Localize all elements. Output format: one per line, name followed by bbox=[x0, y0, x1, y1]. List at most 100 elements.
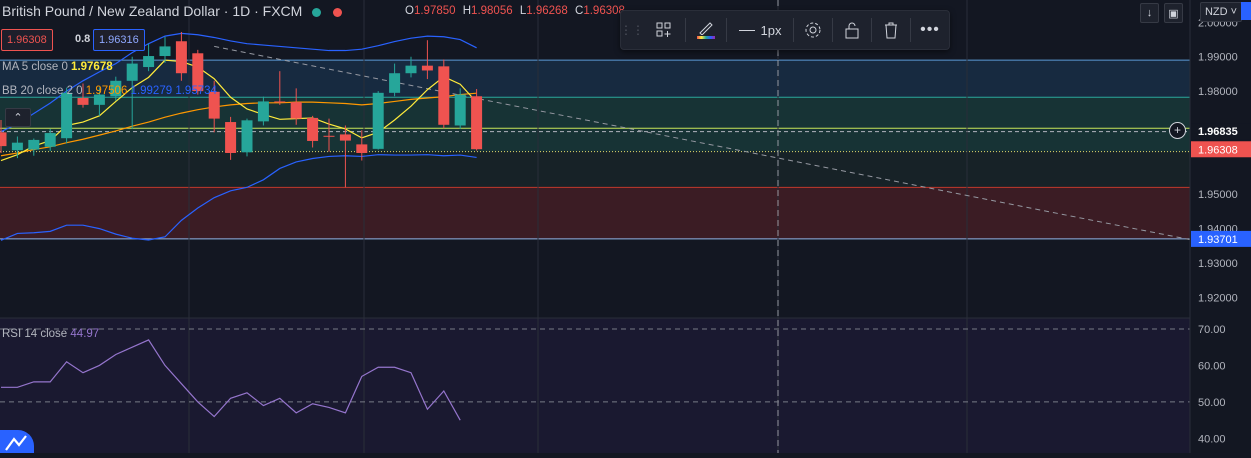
candle-body[interactable] bbox=[208, 91, 220, 119]
candle-body[interactable] bbox=[421, 65, 433, 71]
currency-selector[interactable]: NZD ˅ bbox=[1200, 2, 1242, 22]
toolbar-separator bbox=[832, 18, 833, 42]
ohlc-readout: O1.97850 H1.98056 L1.96268 C1.96308 bbox=[405, 5, 629, 17]
bb-basis-line bbox=[0, 92, 477, 157]
candle-body[interactable] bbox=[290, 102, 302, 119]
high-value: 1.98056 bbox=[471, 5, 513, 17]
price-tick-label: 1.99000 bbox=[1198, 52, 1238, 64]
line-style-icon bbox=[738, 29, 755, 31]
bb-lower-line bbox=[0, 154, 477, 241]
unlock-icon[interactable] bbox=[833, 11, 871, 49]
rsi-tick-label: 40.00 bbox=[1198, 433, 1226, 445]
bb-basis-value: 1.97506 bbox=[85, 85, 128, 97]
candle-body[interactable] bbox=[77, 97, 89, 105]
drawing-toolbar[interactable]: ⋮⋮ 1px ••• bbox=[620, 10, 950, 50]
candle-body[interactable] bbox=[339, 134, 351, 141]
settings-icon[interactable] bbox=[794, 11, 832, 49]
ma-legend[interactable]: MA 5 close 0 1.97678 bbox=[2, 61, 113, 73]
candle-body[interactable] bbox=[0, 132, 7, 147]
candles-layer[interactable] bbox=[0, 31, 483, 188]
line-width-button[interactable]: 1px bbox=[727, 11, 793, 49]
candle-body[interactable] bbox=[323, 135, 335, 137]
buy-price-button[interactable]: 1.96316 bbox=[93, 29, 145, 51]
toolbar-separator bbox=[871, 18, 872, 42]
candle-body[interactable] bbox=[454, 94, 466, 126]
rsi-layer bbox=[0, 328, 1190, 421]
candle-body[interactable] bbox=[175, 41, 187, 74]
candle-body[interactable] bbox=[356, 144, 368, 153]
color-swatch bbox=[697, 36, 715, 39]
fullscreen-icon[interactable]: ▣ bbox=[1164, 3, 1183, 23]
rsi-legend[interactable]: RSI 14 close 44.97 bbox=[2, 328, 99, 340]
candle-body[interactable] bbox=[372, 92, 384, 149]
spread-value: 0.8 bbox=[75, 33, 91, 45]
candle-body[interactable] bbox=[307, 117, 319, 141]
neutral-zone bbox=[0, 151, 1190, 188]
add-object-icon[interactable] bbox=[643, 11, 685, 49]
pencil-color-icon[interactable] bbox=[686, 11, 726, 49]
price-axis[interactable]: 2.000001.990001.980001.968351.963081.950… bbox=[1189, 0, 1251, 453]
rsi-legend-value: 44.97 bbox=[70, 328, 100, 340]
candle-body[interactable] bbox=[143, 56, 155, 68]
close-label: C bbox=[575, 5, 584, 17]
rsi-tick-label: 50.00 bbox=[1198, 397, 1226, 409]
candle-body[interactable] bbox=[61, 92, 73, 139]
candle-body[interactable] bbox=[389, 73, 401, 93]
candle-body[interactable] bbox=[438, 66, 450, 125]
grip-icon[interactable]: ⋮⋮ bbox=[620, 23, 644, 37]
candle-body[interactable] bbox=[192, 53, 204, 92]
line-width-label: 1px bbox=[760, 22, 782, 38]
candle-body[interactable] bbox=[11, 142, 23, 151]
crosshair-price-label: 1.96835 bbox=[1198, 126, 1238, 138]
candle-body[interactable] bbox=[159, 46, 171, 57]
arrow-down-icon[interactable]: ↓ bbox=[1140, 3, 1159, 23]
zones-layer bbox=[0, 59, 1190, 453]
candle-body[interactable] bbox=[274, 101, 286, 103]
bb-lower-value: 1.95734 bbox=[175, 85, 217, 97]
last-price-label-background bbox=[1191, 141, 1251, 158]
bb-upper-value: 1.99279 bbox=[130, 85, 173, 97]
currency-label: NZD bbox=[1204, 6, 1228, 18]
candle-body[interactable] bbox=[225, 122, 237, 153]
bb-legend-label[interactable]: BB 20 close 2 0 bbox=[2, 85, 83, 97]
grid-layer bbox=[0, 0, 1190, 453]
red-zone bbox=[0, 187, 1190, 239]
tradingview-logo-icon[interactable] bbox=[0, 430, 34, 453]
low-label: L bbox=[519, 5, 527, 17]
candle-body[interactable] bbox=[93, 94, 105, 105]
rsi-tick-label: 70.00 bbox=[1198, 324, 1226, 336]
overlays-layer bbox=[0, 32, 1191, 241]
bb-upper-line bbox=[0, 32, 477, 133]
symbol-title[interactable]: British Pound / New Zealand Dollar · 1D … bbox=[2, 3, 343, 19]
candle-body[interactable] bbox=[241, 120, 253, 153]
add-alert-plus-icon[interactable]: + bbox=[1169, 122, 1186, 139]
collapse-legend-button[interactable]: ⌃ bbox=[5, 108, 31, 127]
close-value: 1.96308 bbox=[583, 5, 625, 17]
crosshair-price-label-background bbox=[1191, 123, 1251, 140]
candle-body[interactable] bbox=[44, 133, 56, 147]
toolbar-separator bbox=[793, 18, 794, 42]
price-tick-label: 1.92000 bbox=[1198, 292, 1238, 304]
price-tick-label: 1.95000 bbox=[1198, 189, 1238, 201]
open-label: O bbox=[405, 5, 414, 17]
trash-icon[interactable] bbox=[872, 11, 910, 49]
candle-body[interactable] bbox=[28, 139, 40, 150]
rsi-legend-label[interactable]: RSI 14 close bbox=[2, 328, 68, 340]
more-icon[interactable]: ••• bbox=[920, 21, 940, 38]
rsi-tick-label: 60.00 bbox=[1198, 360, 1226, 372]
toolbar-separator bbox=[685, 18, 686, 42]
symbol-name[interactable]: British Pound / New Zealand Dollar · 1D … bbox=[2, 3, 303, 19]
sell-price-button[interactable]: 1.96308 bbox=[1, 29, 53, 51]
toolbar-separator bbox=[726, 18, 727, 42]
candle-body[interactable] bbox=[405, 65, 417, 74]
candle-body[interactable] bbox=[471, 96, 483, 150]
bb-legend[interactable]: BB 20 close 2 0 1.97506 1.99279 1.95734 bbox=[2, 85, 217, 97]
candle-body[interactable] bbox=[126, 63, 138, 81]
line-price-label-background bbox=[1191, 230, 1251, 247]
ma-legend-label[interactable]: MA 5 close 0 bbox=[2, 61, 68, 73]
trend-line bbox=[214, 45, 1191, 241]
candle-body[interactable] bbox=[257, 101, 269, 122]
candle-body[interactable] bbox=[110, 80, 122, 97]
line-price-label: 1.93701 bbox=[1198, 234, 1238, 246]
